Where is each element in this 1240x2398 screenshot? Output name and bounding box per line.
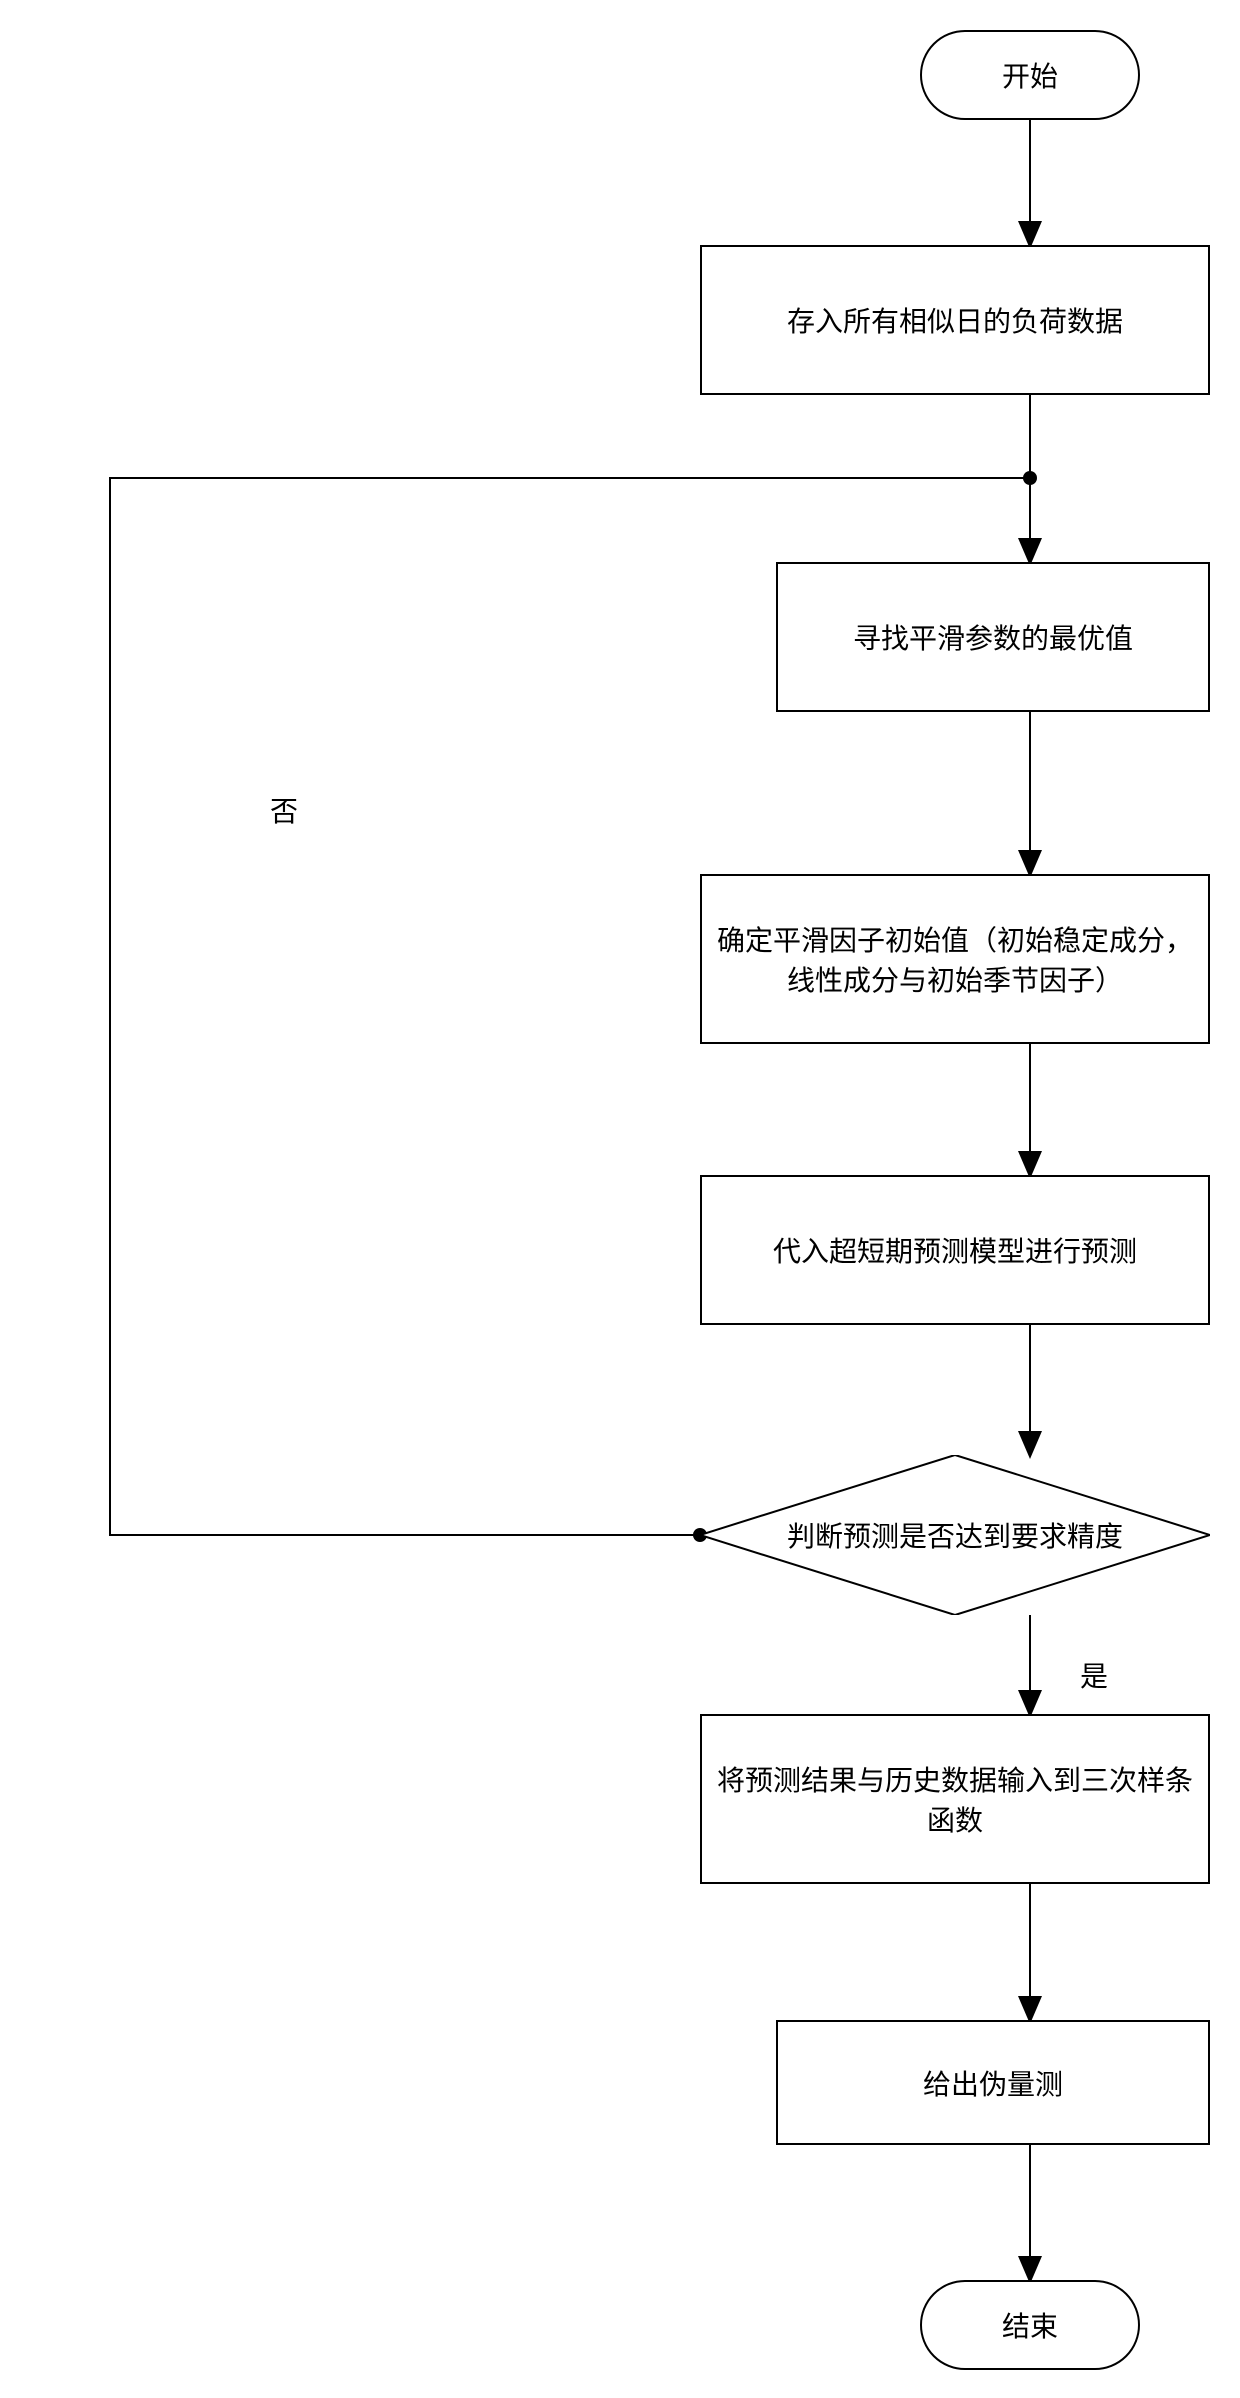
decision-label: 判断预测是否达到要求精度 [787, 1515, 1123, 1555]
n4-label: 代入超短期预测模型进行预测 [773, 1230, 1137, 1270]
n6-label: 给出伪量测 [923, 2063, 1063, 2103]
start-node: 开始 [920, 30, 1140, 120]
process-spline: 将预测结果与历史数据输入到三次样条函数 [700, 1714, 1210, 1884]
process-pseudo-measure: 给出伪量测 [776, 2020, 1210, 2145]
start-label: 开始 [1002, 55, 1058, 95]
n2-label: 寻找平滑参数的最优值 [853, 617, 1133, 657]
end-label: 结束 [1002, 2305, 1058, 2345]
decision-accuracy: 判断预测是否达到要求精度 [700, 1455, 1210, 1615]
label-no: 否 [270, 790, 298, 830]
label-yes: 是 [1080, 1655, 1108, 1695]
n5-label: 将预测结果与历史数据输入到三次样条函数 [712, 1759, 1198, 1839]
flowchart-canvas: 开始 存入所有相似日的负荷数据 寻找平滑参数的最优值 确定平滑因子初始值（初始稳… [0, 0, 1240, 2398]
n3-label: 确定平滑因子初始值（初始稳定成分，线性成分与初始季节因子） [712, 919, 1198, 999]
process-find-optimal: 寻找平滑参数的最优值 [776, 562, 1210, 712]
process-predict: 代入超短期预测模型进行预测 [700, 1175, 1210, 1325]
n1-label: 存入所有相似日的负荷数据 [787, 300, 1123, 340]
process-init-factors: 确定平滑因子初始值（初始稳定成分，线性成分与初始季节因子） [700, 874, 1210, 1044]
end-node: 结束 [920, 2280, 1140, 2370]
process-load-data: 存入所有相似日的负荷数据 [700, 245, 1210, 395]
